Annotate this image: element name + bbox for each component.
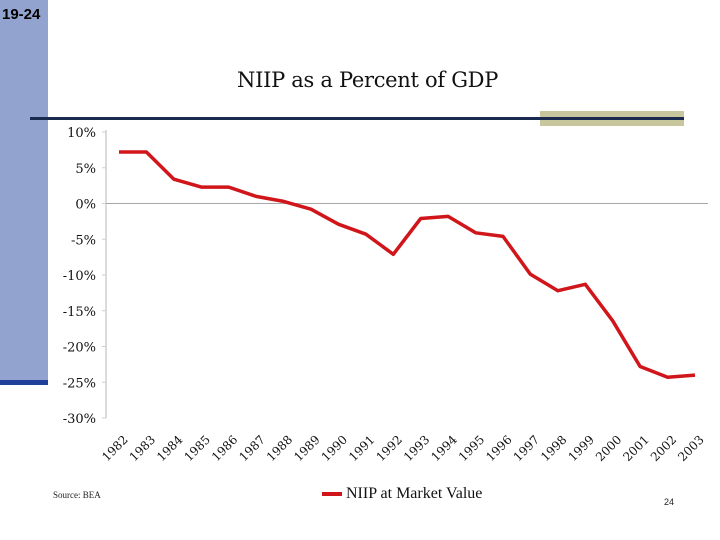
x-tick-label: 2002 [648, 433, 679, 464]
page-number: 24 [664, 497, 675, 507]
x-tick-label: 1992 [374, 433, 405, 464]
y-tick-label: -10% [63, 269, 96, 284]
x-tick-label: 1997 [511, 433, 542, 464]
y-tick-label: -15% [63, 305, 96, 320]
x-tick-label: 1988 [264, 433, 295, 464]
legend-swatch [322, 492, 342, 496]
title-rule [30, 117, 684, 120]
y-tick-label: -5% [71, 233, 96, 248]
y-tick-label: -25% [63, 376, 96, 391]
y-tick-label: 5% [75, 162, 96, 177]
sidebar-band [0, 0, 48, 383]
x-tick-label: 1999 [566, 433, 597, 464]
series-line [119, 150, 696, 379]
sidebar-accent [0, 380, 48, 385]
x-tick-label: 1996 [483, 433, 514, 464]
legend-label: NIIP at Market Value [346, 485, 483, 502]
x-tick-label: 2001 [620, 433, 651, 464]
x-tick-label: 1986 [209, 433, 240, 464]
x-tick-label: 1990 [319, 433, 350, 464]
x-tick-label: 1993 [401, 433, 432, 464]
chart-title: NIIP as a Percent of GDP [237, 68, 499, 92]
x-tick-label: 1983 [127, 433, 158, 464]
y-tick-label: 10% [67, 126, 96, 141]
x-tick-label: 1991 [346, 433, 377, 464]
x-tick-label: 1994 [428, 432, 460, 464]
x-tick-label: 1989 [291, 433, 322, 464]
x-tick-label: 1985 [182, 433, 213, 464]
y-tick-label: -20% [63, 341, 96, 356]
x-tick-label: 1995 [456, 433, 487, 464]
x-tick-label: 1987 [236, 433, 267, 464]
source-note: Source: BEA [53, 490, 101, 500]
legend: NIIP at Market Value [322, 485, 482, 503]
x-tick-label: 2003 [675, 433, 706, 464]
y-tick-label: 0% [75, 198, 96, 213]
x-tick-label: 2000 [593, 433, 624, 464]
x-tick-label: 1998 [538, 433, 569, 464]
y-tick-label: -30% [63, 412, 96, 427]
x-tick-label: 1984 [154, 432, 186, 464]
x-tick-label: 1982 [99, 433, 130, 464]
slide-number: 19-24 [2, 6, 41, 23]
